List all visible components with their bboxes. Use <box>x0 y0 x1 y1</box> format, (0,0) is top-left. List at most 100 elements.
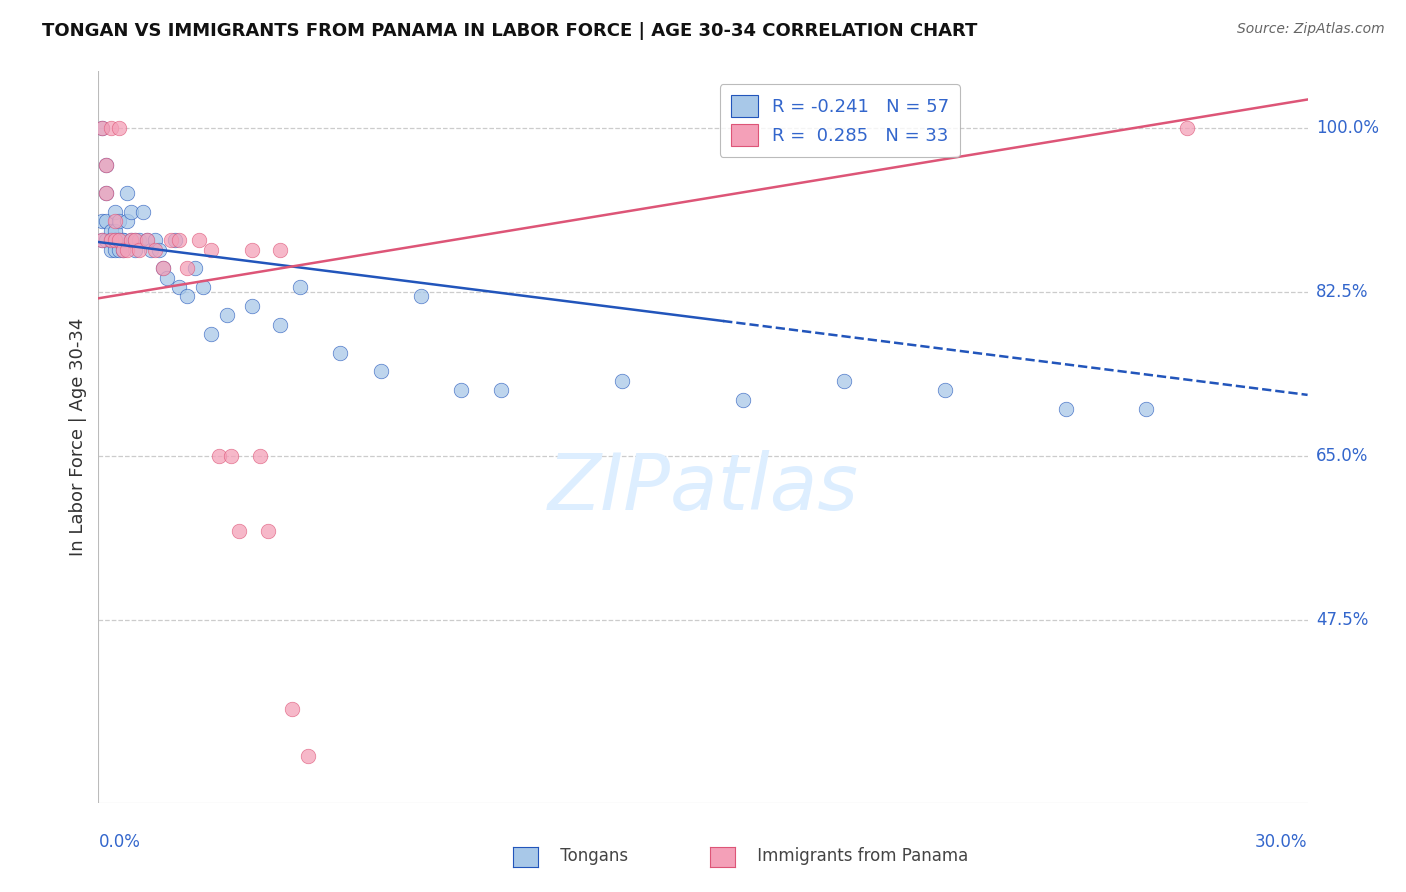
Point <box>128 233 150 247</box>
Point <box>107 233 129 247</box>
Point <box>208 449 231 463</box>
Point <box>184 261 207 276</box>
Point <box>103 233 125 247</box>
Point <box>370 364 392 378</box>
Point <box>96 186 118 201</box>
Point <box>107 233 129 247</box>
Point <box>111 243 134 257</box>
Point <box>107 233 129 247</box>
Point <box>120 233 142 247</box>
Point <box>176 261 198 276</box>
Point <box>329 345 352 359</box>
Point <box>193 280 215 294</box>
Point <box>132 205 155 219</box>
Point <box>148 243 170 257</box>
Point <box>228 524 250 538</box>
Text: Tongans: Tongans <box>534 847 628 865</box>
Point <box>91 214 114 228</box>
Point <box>152 261 174 276</box>
Point <box>124 233 146 247</box>
Point <box>91 120 114 135</box>
Point <box>103 243 125 257</box>
Point <box>143 233 166 247</box>
Point <box>269 243 291 257</box>
Point <box>143 243 166 257</box>
Point <box>1135 401 1157 416</box>
Y-axis label: In Labor Force | Age 30-34: In Labor Force | Age 30-34 <box>69 318 87 557</box>
Point <box>96 214 118 228</box>
Point <box>832 374 855 388</box>
Point <box>612 374 634 388</box>
Point <box>200 243 222 257</box>
Point <box>167 280 190 294</box>
Point <box>156 270 179 285</box>
Point <box>240 243 263 257</box>
Point <box>124 243 146 257</box>
Point <box>111 233 134 247</box>
Point <box>103 224 125 238</box>
Point <box>96 158 118 172</box>
Text: 65.0%: 65.0% <box>1316 447 1368 465</box>
Point <box>124 233 146 247</box>
Text: Immigrants from Panama: Immigrants from Panama <box>731 847 969 865</box>
Point <box>120 205 142 219</box>
Point <box>103 205 125 219</box>
Point <box>167 233 190 247</box>
Point <box>240 299 263 313</box>
Text: TONGAN VS IMMIGRANTS FROM PANAMA IN LABOR FORCE | AGE 30-34 CORRELATION CHART: TONGAN VS IMMIGRANTS FROM PANAMA IN LABO… <box>42 22 977 40</box>
Point <box>297 748 319 763</box>
Point <box>281 702 304 716</box>
Text: ZIPatlas: ZIPatlas <box>547 450 859 526</box>
Point <box>450 383 472 397</box>
Point <box>107 214 129 228</box>
Point <box>96 233 118 247</box>
Point <box>217 308 239 322</box>
Point <box>221 449 243 463</box>
Point <box>733 392 755 407</box>
Text: Source: ZipAtlas.com: Source: ZipAtlas.com <box>1237 22 1385 37</box>
Point <box>100 233 122 247</box>
Legend: R = -0.241   N = 57, R =  0.285   N = 33: R = -0.241 N = 57, R = 0.285 N = 33 <box>720 84 960 157</box>
Point <box>111 243 134 257</box>
Text: 100.0%: 100.0% <box>1316 119 1379 136</box>
Point <box>934 383 956 397</box>
Point <box>1175 120 1198 135</box>
Point <box>135 233 157 247</box>
Point <box>91 233 114 247</box>
Point <box>256 524 278 538</box>
Text: 47.5%: 47.5% <box>1316 611 1368 629</box>
Point <box>103 233 125 247</box>
Point <box>288 280 311 294</box>
Text: 0.0%: 0.0% <box>98 833 141 851</box>
Point <box>100 120 122 135</box>
Text: 82.5%: 82.5% <box>1316 283 1368 301</box>
Point <box>163 233 186 247</box>
Point <box>100 233 122 247</box>
Point <box>100 224 122 238</box>
Point <box>96 186 118 201</box>
Point <box>115 214 138 228</box>
Text: 30.0%: 30.0% <box>1256 833 1308 851</box>
Point <box>176 289 198 303</box>
Point <box>409 289 432 303</box>
Point <box>107 120 129 135</box>
Point <box>100 243 122 257</box>
Point <box>120 233 142 247</box>
Point <box>269 318 291 332</box>
Point <box>103 214 125 228</box>
Point <box>135 233 157 247</box>
Point <box>139 243 162 257</box>
Point <box>100 233 122 247</box>
Point <box>249 449 271 463</box>
Point <box>91 120 114 135</box>
Point <box>200 326 222 341</box>
Point <box>96 158 118 172</box>
Point <box>107 243 129 257</box>
Point <box>491 383 513 397</box>
Point <box>152 261 174 276</box>
Point <box>128 243 150 257</box>
Point <box>1054 401 1077 416</box>
Point <box>188 233 211 247</box>
Point <box>111 233 134 247</box>
Point <box>115 186 138 201</box>
